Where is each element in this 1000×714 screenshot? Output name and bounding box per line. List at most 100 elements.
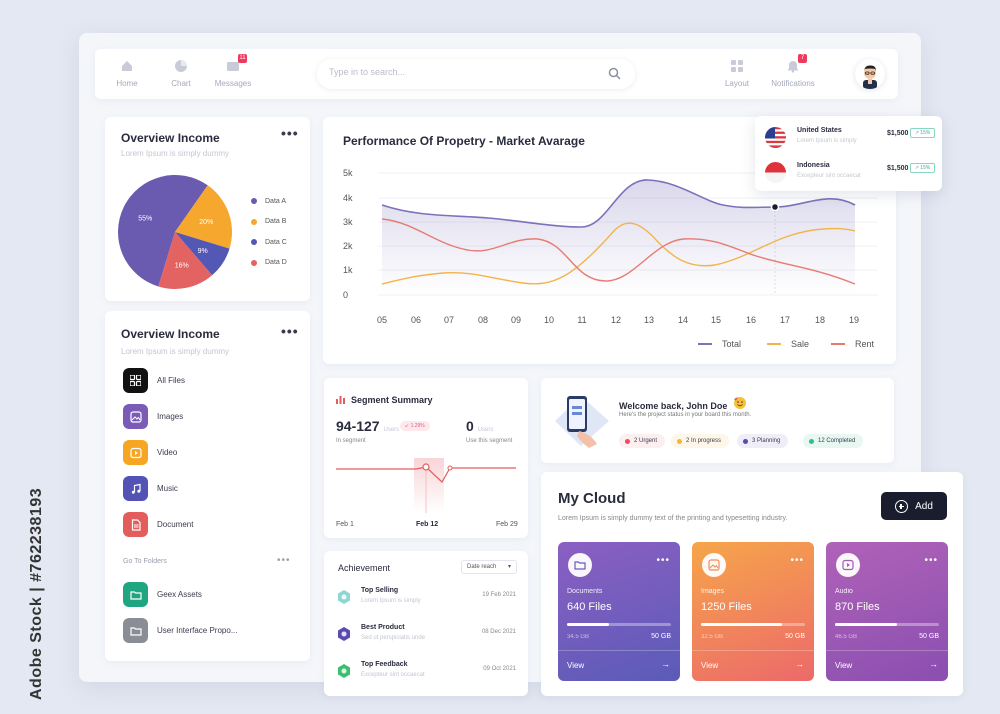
- file-category-label: Music: [157, 484, 178, 493]
- country-row-us[interactable]: United States Lorem Ipsum is simply $1,5…: [765, 124, 935, 150]
- legend-dot: [251, 239, 257, 246]
- tile-view-link[interactable]: View: [835, 661, 853, 670]
- tile-used: 34.5 GB: [567, 634, 590, 640]
- status-dot: [625, 438, 630, 444]
- folders-more-icon[interactable]: •••: [277, 555, 291, 566]
- arrow-right-icon[interactable]: →: [661, 659, 670, 669]
- legend-label: Data C: [265, 238, 287, 246]
- more-options-icon[interactable]: •••: [281, 323, 299, 339]
- achievement-title: Top Selling: [361, 587, 399, 594]
- play-icon: [836, 553, 860, 577]
- pie-legend-item: Data B: [251, 212, 287, 233]
- performance-chart-card: Performance Of Propetry - Market Avarage…: [323, 117, 896, 364]
- legend-total[interactable]: Total: [698, 339, 741, 349]
- file-category-music[interactable]: Music: [123, 476, 178, 501]
- x-tick-08: 08: [478, 315, 488, 325]
- x-tick-14: 14: [678, 315, 688, 325]
- bar-chart-icon: [336, 391, 345, 409]
- segment-zero-label: Use this segment: [466, 438, 513, 444]
- nav-notifications[interactable]: 7 Notifications: [768, 54, 818, 88]
- segment-range-unit: Users: [383, 427, 400, 433]
- folder-icon: [123, 582, 148, 607]
- storage-tile-images[interactable]: ••• Images 1250 Files 32.5 GB 50 GB View…: [692, 542, 814, 681]
- achievement-item[interactable]: Best Product Sed ut perspiciatis unde 08…: [336, 624, 516, 650]
- y-tick-3k: 3k: [343, 217, 353, 227]
- overview-income-subtitle: Lorem Ipsum is simply dummy: [121, 149, 230, 158]
- achievement-desc: Sed ut perspiciatis unde: [361, 635, 426, 641]
- document-icon: [123, 512, 148, 537]
- country-value: $1,500: [887, 130, 909, 137]
- hover-point[interactable]: [770, 202, 780, 212]
- file-category-video[interactable]: Video: [123, 440, 177, 465]
- tile-count: 1250 Files: [701, 601, 752, 613]
- more-options-icon[interactable]: •••: [281, 125, 299, 141]
- pie-legend-item: Data D: [251, 253, 287, 274]
- tile-view-link[interactable]: View: [701, 661, 719, 670]
- tile-progress-fill: [835, 623, 898, 626]
- pie-slice-label: 9%: [198, 248, 208, 255]
- nav-home-label: Home: [116, 79, 138, 88]
- file-category-all-files[interactable]: All Files: [123, 368, 185, 393]
- search-icon[interactable]: [608, 67, 621, 85]
- arrow-right-icon[interactable]: →: [929, 659, 938, 669]
- country-desc: Lorem Ipsum is simply: [797, 138, 857, 144]
- party-emoji-icon: [733, 396, 747, 415]
- nav-layout[interactable]: Layout: [715, 59, 759, 88]
- nav-chart[interactable]: Chart: [159, 59, 203, 88]
- y-tick-2k: 2k: [343, 241, 353, 251]
- sale-series-line: [381, 222, 856, 285]
- image-icon: [702, 553, 726, 577]
- legend-sale[interactable]: Sale: [767, 339, 809, 349]
- achievement-item[interactable]: Top Selling Lorem Ipsum is simply 19 Feb…: [336, 587, 516, 613]
- file-category-images[interactable]: Images: [123, 404, 183, 429]
- tile-progress-bar: [835, 623, 939, 626]
- tile-more-icon[interactable]: •••: [790, 555, 804, 566]
- segment-marker[interactable]: [422, 463, 430, 471]
- legend-label: Data B: [265, 218, 287, 226]
- nav-chart-label: Chart: [171, 79, 191, 88]
- nav-home[interactable]: Home: [105, 59, 149, 88]
- bell-icon: 7: [786, 54, 807, 73]
- go-to-folders-label: Go To Folders: [123, 558, 167, 565]
- storage-tile-audio[interactable]: ••• Audio 870 Files 46.5 GB 50 GB View →: [826, 542, 948, 681]
- pie-slice-data-b[interactable]: [175, 185, 232, 249]
- tile-view-link[interactable]: View: [567, 661, 585, 670]
- legend-label: Sale: [791, 339, 810, 349]
- tile-total: 50 GB: [919, 633, 939, 640]
- file-category-document[interactable]: Document: [123, 512, 193, 537]
- date-reach-dropdown[interactable]: Date reach ▾: [461, 560, 517, 574]
- achievement-date: 19 Feb 2021: [482, 592, 516, 598]
- status-pill[interactable]: 3 Planning: [737, 434, 789, 448]
- folder-icon: [568, 553, 592, 577]
- pie-slice-data-c[interactable]: [175, 232, 230, 276]
- nav-notifications-label: Notifications: [771, 79, 815, 88]
- arrow-right-icon[interactable]: →: [795, 659, 804, 669]
- legend-label: Data A: [265, 197, 287, 205]
- tile-count: 870 Files: [835, 601, 880, 613]
- pie-slice-data-d[interactable]: [158, 232, 213, 289]
- legend-rent[interactable]: Rent: [831, 339, 874, 349]
- x-tick-10: 10: [544, 315, 554, 325]
- folder-item[interactable]: Geex Assets: [123, 582, 202, 607]
- country-value: $1,500: [887, 165, 909, 172]
- status-pill-label: 3 Planning: [752, 438, 781, 444]
- segment-range-label: In segment: [336, 438, 366, 444]
- add-button[interactable]: Add: [881, 492, 947, 520]
- tile-more-icon[interactable]: •••: [656, 555, 670, 566]
- status-pill[interactable]: 2 In progress: [671, 434, 730, 448]
- x-tick-15: 15: [711, 315, 721, 325]
- country-row-indonesia[interactable]: Indonesia Excepteur sint occaecat $1,500…: [765, 159, 935, 185]
- tile-more-icon[interactable]: •••: [924, 555, 938, 566]
- achievement-item[interactable]: Top Feedback Excepteur sint occaecat 09 …: [336, 661, 516, 687]
- y-tick-1k: 1k: [343, 265, 353, 275]
- search-input[interactable]: [329, 67, 589, 77]
- storage-tile-documents[interactable]: ••• Documents 640 Files 34.5 GB 50 GB Vi…: [558, 542, 680, 681]
- y-tick-0: 0: [343, 290, 348, 300]
- status-pill-label: 2 Urgent: [634, 438, 658, 444]
- pie-slice-data-a[interactable]: [118, 175, 208, 287]
- status-pill[interactable]: 12 Completed: [803, 434, 864, 448]
- user-avatar[interactable]: [855, 59, 885, 89]
- status-pill[interactable]: 2 Urgent: [619, 434, 666, 448]
- folder-item[interactable]: User Interface Propo...: [123, 618, 237, 643]
- nav-messages[interactable]: 11 Messages: [211, 54, 255, 88]
